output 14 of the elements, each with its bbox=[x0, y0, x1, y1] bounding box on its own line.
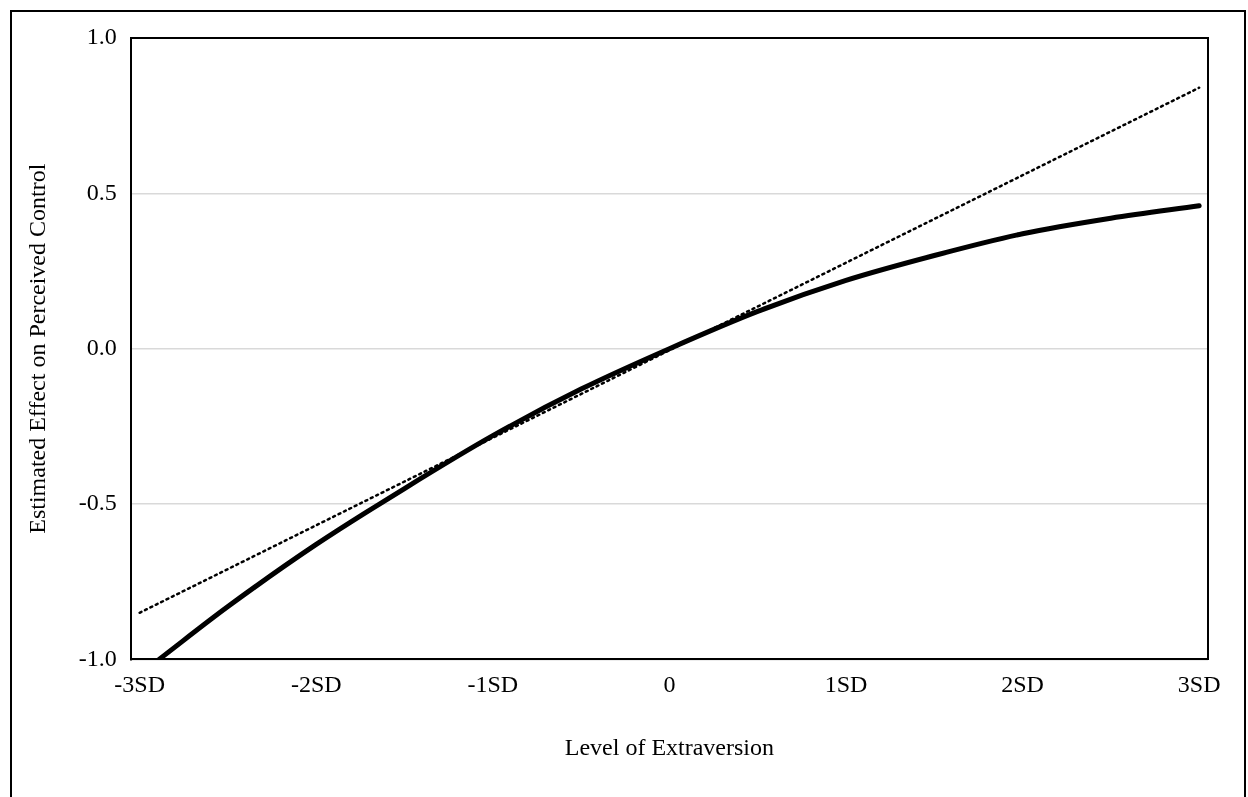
x-tick-label: 3SD bbox=[1177, 671, 1221, 698]
x-tick-label: -1SD bbox=[467, 671, 519, 698]
y-axis-title: Estimated Effect on Perceived Control bbox=[23, 163, 50, 534]
y-tick-label: 0.0 bbox=[86, 334, 117, 360]
x-tick-label: -2SD bbox=[290, 671, 342, 698]
y-tick-label: -0.5 bbox=[78, 489, 117, 516]
x-tick-label: 1SD bbox=[824, 671, 868, 698]
y-tick-label: 0.5 bbox=[86, 178, 117, 205]
x-axis-title: Level of Extraversion bbox=[564, 733, 775, 760]
x-tick-label: 0 bbox=[663, 671, 676, 698]
y-tick-label: 1.0 bbox=[86, 23, 117, 50]
x-tick-label: -3SD bbox=[114, 671, 165, 698]
y-tick-label: -1.0 bbox=[78, 644, 117, 671]
x-tick-label: 2SD bbox=[1001, 671, 1044, 698]
